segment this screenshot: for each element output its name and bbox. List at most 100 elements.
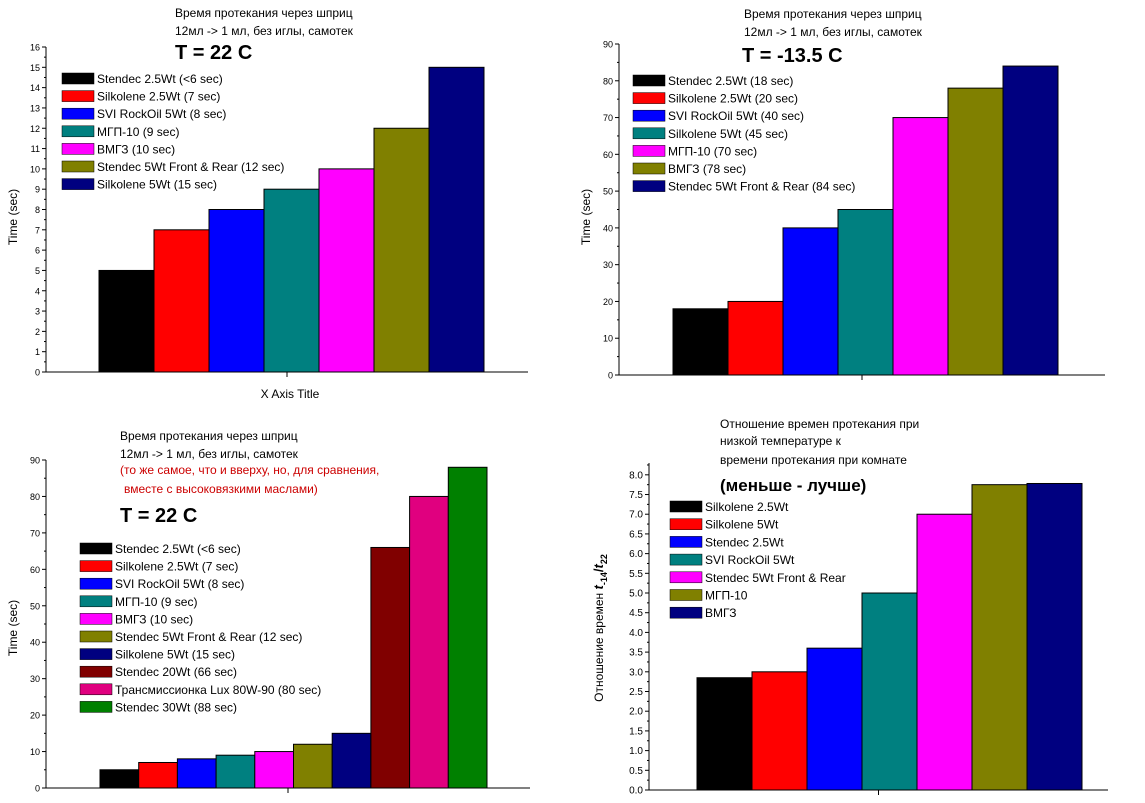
y-tick-label: 7 — [35, 225, 40, 235]
bar-6 — [293, 743, 333, 789]
legend-swatch — [61, 107, 95, 120]
bars — [99, 466, 488, 789]
bar-4 — [861, 592, 918, 791]
y-tick-label: 90 — [30, 456, 40, 466]
y-tick-label: 10 — [603, 334, 613, 344]
legend: Stendec 2.5Wt (18 sec) Silkolene 2.5Wt (2… — [632, 74, 855, 194]
y-tick-label: 13 — [30, 103, 40, 113]
y-tick-label: 10 — [30, 164, 40, 174]
y-axis-label: Отношение времен t-14/t22 — [591, 554, 609, 702]
chart-title-line-1: Время протекания через шприц — [175, 6, 353, 20]
chart-temperature: T = 22 C — [120, 505, 197, 527]
y-tick-label: 30 — [603, 260, 613, 270]
y-tick-label: 0.5 — [629, 766, 643, 777]
bar-6 — [947, 87, 1004, 376]
y-tick-label: 7.5 — [629, 490, 643, 501]
y-tick-label: 20 — [30, 711, 40, 721]
bar-1 — [672, 308, 729, 376]
y-tick-label: 2.0 — [629, 707, 643, 718]
bar-7 — [331, 732, 372, 789]
legend-swatch — [61, 178, 95, 190]
y-tick-label: 11 — [31, 144, 40, 154]
bars — [672, 65, 1059, 376]
y-tick-label: 30 — [30, 674, 40, 684]
y-axis-label: Time (sec) — [6, 189, 20, 245]
legend-swatch — [79, 560, 113, 572]
y-tick-label: 2 — [35, 327, 40, 337]
y-tick-label: 1 — [35, 347, 40, 357]
chart-22c-high-viscosity: Время протекания через шприц 12мл -> 1 м… — [6, 429, 530, 794]
chart-temperature: T = -13.5 C — [742, 45, 843, 67]
legend-swatch — [669, 536, 703, 548]
y-tick-label: 4.5 — [629, 608, 643, 619]
legend-label: Silkolene 2.5Wt (7 sec) — [115, 560, 238, 574]
legend-label: Stendec 5Wt Front & Rear (84 sec) — [668, 180, 855, 194]
y-tick-label: 90 — [603, 40, 613, 50]
legend-swatch — [79, 542, 113, 555]
y-tick-label: 80 — [603, 76, 613, 86]
legend-label: МГП-10 (9 sec) — [97, 125, 179, 139]
y-tick-label: 6 — [35, 246, 40, 256]
chart-temperature: T = 22 C — [175, 42, 252, 64]
axes — [615, 43, 1105, 380]
y-tick-label: 40 — [603, 223, 613, 233]
legend: Stendec 2.5Wt (<6 sec) Silkolene 2.5Wt (7… — [79, 542, 321, 714]
y-tick-label: 60 — [30, 565, 40, 575]
legend-label: Silkolene 2.5Wt (7 sec) — [97, 90, 220, 104]
legend-label: Трансмиссионка Lux 80W-90 (80 sec) — [115, 683, 321, 697]
legend-swatch — [61, 160, 95, 173]
chart-ratio: Отношение времен протекания при низкой т… — [591, 417, 1108, 797]
y-tick-label: 6.0 — [629, 549, 643, 560]
chart-title-line-2: низкой температуре к — [720, 434, 842, 448]
y-tick-label: 12 — [30, 124, 40, 134]
x-axis-label: X Axis Title — [261, 387, 320, 401]
legend-swatch — [79, 613, 113, 625]
y-tick-label: 0 — [608, 371, 613, 381]
chart-title-line-2: 12мл -> 1 мл, без иглы, самотек — [744, 25, 923, 39]
y-tick-labels: 0.0 0.5 1.0 1.5 2.0 2.5 3.0 3.5 4.0 4.5 5.0 5.5 6.0 6… — [629, 470, 643, 796]
legend-swatch — [669, 571, 703, 584]
legend-label: Stendec 20Wt (66 sec) — [115, 665, 237, 679]
legend-label: Stendec 5Wt Front & Rear (12 sec) — [97, 160, 284, 174]
legend-swatch — [79, 683, 113, 696]
y-tick-label: 4.0 — [629, 628, 643, 639]
y-tick-label: 5.5 — [629, 569, 643, 580]
y-tick-label: 5.0 — [629, 589, 643, 600]
legend-swatch — [61, 143, 95, 155]
y-tick-label: 70 — [603, 113, 613, 123]
chart-title-line-1: Отношение времен протекания при — [720, 417, 919, 431]
legend-swatch — [632, 74, 666, 87]
bars — [696, 482, 1083, 791]
legend-label: SVI RockOil 5Wt — [705, 553, 795, 567]
legend-label: Silkolene 2.5Wt (20 sec) — [668, 92, 798, 106]
legend-swatch — [669, 500, 703, 513]
bar-7 — [1026, 482, 1083, 791]
legend-swatch — [79, 630, 113, 643]
y-tick-label: 16 — [30, 43, 40, 53]
legend-label: Stendec 2.5Wt (<6 sec) — [97, 72, 223, 86]
legend-swatch — [61, 72, 95, 85]
bar-2 — [751, 671, 808, 791]
y-axis-label: Time (sec) — [6, 600, 20, 656]
bar-2 — [727, 300, 784, 376]
legend-label: SVI RockOil 5Wt (8 sec) — [115, 577, 244, 591]
svg-text:Отношение времен t-14/t22: Отношение времен t-14/t22 — [591, 554, 609, 702]
legend-swatch — [669, 589, 703, 601]
bar-9 — [409, 495, 449, 789]
bar-6 — [373, 127, 430, 373]
bar-8 — [370, 546, 411, 789]
legend-label: Stendec 5Wt Front & Rear (12 sec) — [115, 630, 302, 644]
chart-note-line-2: вместе с высоковязкими маслами) — [124, 482, 318, 496]
y-tick-label: 80 — [30, 492, 40, 502]
y-tick-label: 1.5 — [629, 726, 643, 737]
bar-4 — [263, 188, 320, 373]
y-tick-label: 60 — [603, 150, 613, 160]
bar-6 — [971, 484, 1028, 791]
legend-label: Stendec 2.5Wt (<6 sec) — [115, 542, 241, 556]
chart-title-line-2: 12мл -> 1 мл, без иглы, самотек — [175, 24, 354, 38]
bar-5 — [916, 513, 973, 791]
legend-swatch — [79, 577, 113, 590]
legend-label: Silkolene 5Wt (15 sec) — [115, 648, 235, 662]
legend-swatch — [632, 92, 666, 104]
legend-swatch — [632, 145, 666, 157]
